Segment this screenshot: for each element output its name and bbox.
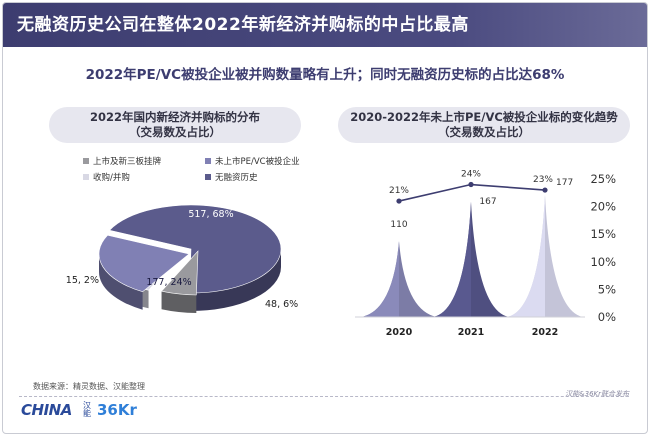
trend-line — [398, 183, 546, 202]
trend-line-point — [542, 187, 548, 193]
data-source: 数据来源：精灵数据、汉能整理 — [33, 382, 145, 391]
legend-label-pevc: 未上市PE/VC被投企业 — [215, 157, 300, 167]
trend-bar-highlight — [507, 194, 545, 317]
trend-bar-label: 177 — [556, 178, 573, 188]
pie-slice-side — [99, 254, 143, 310]
legend-item-no-financing: 无融资历史 — [205, 171, 258, 183]
trend-y-tick-label: 10% — [590, 255, 616, 269]
pie-data-label: 517, 68% — [188, 209, 233, 220]
pie-slice-side — [138, 287, 149, 309]
trend-bar-highlight — [361, 241, 399, 317]
trend-x-tick-label: 2022 — [532, 327, 558, 338]
china-logo-prefix: C — [21, 401, 32, 419]
trend-bar-label: 167 — [479, 197, 496, 207]
pie-panel-title-line2: （交易数及占比） — [129, 125, 221, 139]
trend-y-tick-label: 0% — [598, 310, 616, 324]
trend-y-tick-label: 20% — [590, 200, 616, 214]
pie-slice — [137, 249, 186, 291]
legend-label-no-financing: 无融资历史 — [215, 173, 258, 183]
china-logo-cn: 汉能 — [83, 401, 91, 418]
legend-item-acquired: 收购/并购 — [83, 171, 130, 183]
pie-data-label: 177, 24% — [146, 277, 191, 288]
trend-line-label: 24% — [461, 170, 481, 180]
page-title: 无融资历史公司在整体2022年新经济并购标的中占比最高 — [17, 15, 469, 35]
footer-divider — [19, 396, 629, 397]
trend-panel-title-line2: （交易数及占比） — [438, 125, 530, 139]
trend-line-point — [396, 198, 402, 204]
pie-data-label: 48, 6% — [265, 299, 298, 310]
trend-bar — [433, 201, 509, 317]
trend-line-point — [468, 181, 474, 188]
trend-bar-label: 110 — [390, 220, 407, 230]
trend-line-label: 21% — [389, 186, 409, 196]
pie-slice-side — [161, 291, 197, 313]
pie-panel-title-line1: 2022年国内新经济并购标的分布 — [89, 110, 260, 124]
legend-swatch-pevc — [205, 158, 211, 164]
legend-label-listed: 上市及新三板挂牌 — [93, 157, 162, 167]
trend-bar — [361, 241, 437, 317]
trend-panel-title: 2020-2022年未上市PE/VC被投企业标的变化趋势 （交易数及占比） — [338, 107, 630, 143]
trend-line-label: 23% — [533, 175, 553, 185]
pie-slice — [98, 234, 190, 293]
legend-item-pevc: 未上市PE/VC被投企业 — [205, 155, 300, 167]
header-bar: 无融资历史公司在整体2022年新经济并购标的中占比最高 — [3, 3, 647, 47]
china-logo-text: HINA — [31, 401, 73, 419]
legend-swatch-no-financing — [205, 174, 211, 180]
slide-subtitle: 2022年PE/VC被投企业被并购数量略有上升；同时无融资历史标的占比达68% — [85, 67, 565, 83]
pie-panel-title: 2022年国内新经济并购标的分布 （交易数及占比） — [49, 107, 301, 143]
trend-bar-highlight — [433, 201, 471, 317]
footer-publisher: 汉能&36Kr联合发布 — [565, 390, 629, 398]
legend-label-acquired: 收购/并购 — [93, 173, 130, 183]
trend-x-tick-label: 2020 — [386, 327, 413, 338]
trend-y-tick-label: 25% — [590, 172, 616, 186]
trend-y-tick-label: 5% — [598, 282, 616, 296]
legend-swatch-acquired — [83, 174, 89, 180]
trend-bar — [507, 194, 583, 317]
pie-slice-side — [189, 249, 281, 311]
pie-data-label: 15, 2% — [66, 275, 99, 286]
legend-item-listed: 上市及新三板挂牌 — [83, 155, 161, 167]
china-logo: CHINA — [21, 401, 72, 419]
legend-swatch-listed — [83, 158, 89, 164]
trend-panel-title-line1: 2020-2022年未上市PE/VC被投企业标的变化趋势 — [350, 110, 618, 124]
pie-slice — [160, 250, 199, 296]
trend-y-tick-label: 15% — [590, 227, 616, 241]
trend-x-tick-label: 2021 — [458, 327, 484, 338]
pie-slice — [108, 204, 282, 294]
kr-logo: 36Kr — [97, 401, 137, 419]
